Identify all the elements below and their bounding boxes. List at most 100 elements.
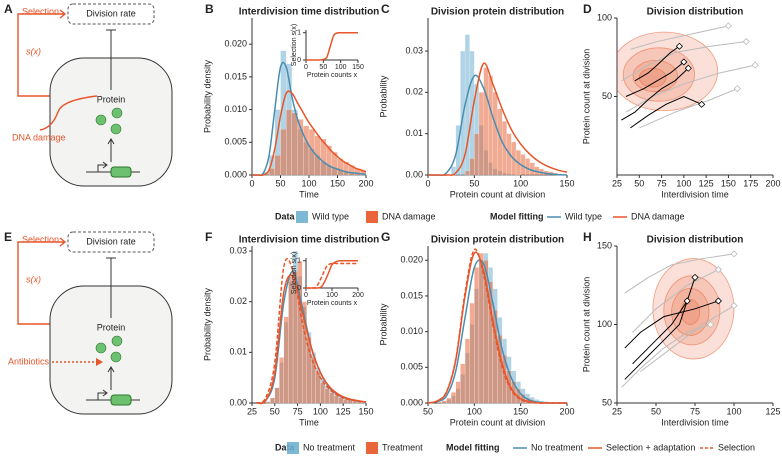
trajectory-end	[684, 64, 692, 72]
model-line	[306, 259, 358, 289]
trajectory-end	[707, 320, 715, 329]
histogram-bar	[451, 392, 456, 404]
diagram: A Selection Division rate s(x) Protein DNA da…	[4, 2, 173, 187]
model-line	[251, 61, 367, 176]
legend-label: DNA damage	[382, 211, 436, 221]
legend-swatch	[287, 442, 299, 454]
trajectory-end	[730, 302, 738, 310]
repression	[106, 29, 116, 90]
trajectory-end	[751, 61, 759, 69]
panel-letter: G	[381, 230, 390, 244]
x-tick-label: 50	[634, 178, 644, 188]
y-tick-label: 0.01	[405, 128, 423, 138]
x-tick-label: 125	[765, 406, 780, 416]
gene	[110, 166, 132, 178]
histogram-bar	[283, 316, 289, 404]
y-tick-label: 0.01	[229, 347, 247, 357]
y-tick-label: 100	[597, 12, 612, 22]
x-tick-label: 25	[612, 406, 622, 416]
y-tick-label: 0.010	[400, 326, 423, 336]
legend-label: No treatment	[303, 442, 356, 452]
y-tick-label: 0.00	[405, 169, 423, 179]
y-axis-label: Probability density	[202, 59, 212, 133]
histogram-bar	[274, 155, 281, 176]
y-tick-label: 0.000	[224, 169, 247, 179]
x-tick-label: 125	[336, 406, 351, 416]
x-tick-label: 150	[721, 178, 736, 188]
trajectory	[624, 253, 735, 294]
protein	[111, 335, 123, 347]
trajectory-end	[680, 58, 688, 66]
x-tick-label: 0	[304, 292, 308, 299]
s-label: s(x)	[26, 274, 41, 284]
protein-label: Protein	[97, 94, 126, 104]
trajectory	[630, 25, 729, 50]
chart-title: Interdivision time distribution	[239, 235, 380, 246]
trajectory-end	[691, 273, 699, 281]
y-tick-label: 100	[597, 319, 612, 329]
x-tick-label: 25	[612, 178, 622, 188]
x-tick-label: 100	[335, 64, 347, 71]
y-axis-label: Probability density	[202, 287, 212, 361]
legend-swatch	[366, 211, 378, 223]
stress-path	[39, 95, 98, 131]
histogram-bar	[311, 357, 316, 404]
trajectory	[625, 64, 756, 113]
legend-title: Model fitting	[446, 442, 500, 452]
x-axis-label: Protein counts x	[307, 72, 358, 79]
y-tick-label: 0.005	[400, 362, 423, 372]
x-tick-label: 50	[275, 178, 285, 188]
trajectory-end	[683, 297, 691, 305]
histogram-bar	[525, 158, 531, 176]
division-box	[67, 3, 155, 25]
expression-arrow	[107, 366, 115, 390]
x-tick-label: 150	[330, 178, 345, 188]
panel-letter: D	[583, 2, 592, 16]
protein	[111, 107, 123, 119]
histogram-bar	[320, 382, 326, 404]
trajectory	[625, 61, 685, 97]
histogram-bar	[297, 261, 303, 404]
x-tick-label: 100	[313, 406, 328, 416]
y-tick-label: 0.03	[229, 245, 247, 255]
x-tick-label: 200	[358, 178, 373, 188]
protein	[110, 351, 122, 363]
trajectory	[624, 300, 719, 349]
x-tick-label: 50	[319, 64, 327, 71]
histogram-bar	[464, 170, 470, 176]
histogram-bar	[446, 397, 452, 404]
x-tick-label: 50	[651, 406, 661, 416]
x-tick-label: 150	[352, 64, 364, 71]
panel-letter: A	[4, 2, 13, 16]
y-tick-label: 0.000	[400, 397, 423, 407]
chart-title: Division distribution	[647, 235, 744, 246]
histogram-bar	[474, 267, 480, 404]
x-tick-label: 150	[358, 406, 373, 416]
legend-label: Selection	[718, 442, 755, 452]
y-axis-label: Selection s(x)	[291, 24, 298, 66]
model-line	[256, 274, 367, 405]
chart-title: Interdivision time distribution	[239, 7, 380, 18]
histogram-bar	[288, 276, 294, 404]
density-contour	[671, 287, 710, 336]
histogram-bar	[265, 401, 271, 404]
x-axis-label: Interdivision time	[661, 189, 729, 199]
legend-title: Data	[275, 442, 296, 452]
legend-label: Treatment	[382, 442, 423, 452]
trajectory-end	[675, 42, 683, 50]
y-tick-label: 1	[297, 30, 301, 37]
y-tick-label: 0.015	[224, 71, 247, 81]
y-tick-label: 0.020	[224, 39, 247, 49]
y-tick-label: 0.010	[224, 104, 247, 114]
x-axis-label: Protein count at division	[450, 417, 546, 427]
y-tick-label: 0.02	[405, 87, 423, 97]
chart-title: Division protein distribution	[431, 235, 564, 246]
x-tick-label: 0	[425, 178, 430, 188]
y-tick-label: 1	[297, 258, 301, 265]
density-contour	[663, 275, 721, 346]
division-label: Division rate	[86, 8, 136, 18]
histogram-bar	[347, 400, 353, 404]
model-line	[305, 262, 358, 289]
model-line	[306, 31, 358, 61]
diagram: E Selection Division rate s(x) Protein Antibi…	[4, 230, 173, 415]
